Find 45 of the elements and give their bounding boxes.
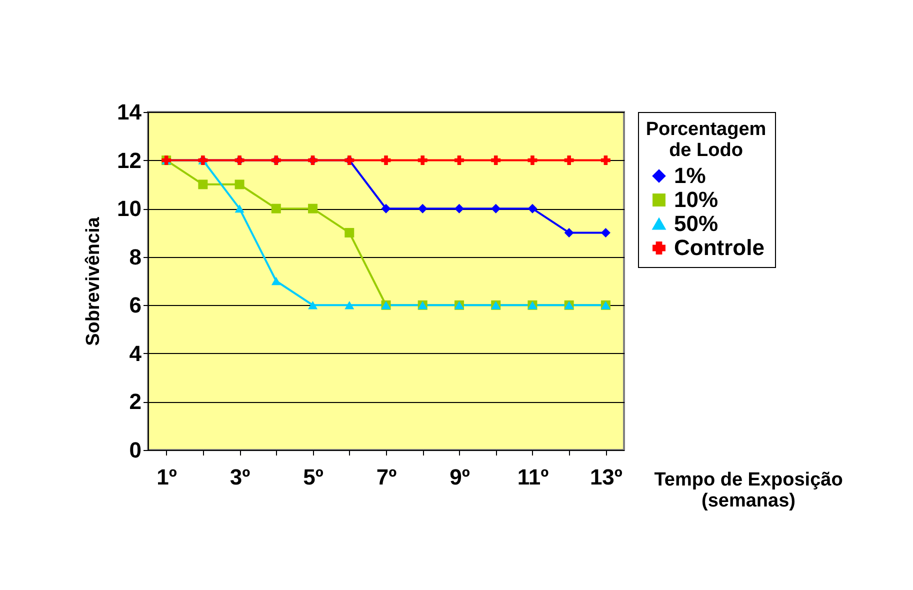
- x-tick-label: 1º: [156, 464, 177, 490]
- point: [528, 156, 538, 166]
- x-tick-label: 5º: [303, 464, 324, 490]
- y-tick-label: 0: [129, 438, 142, 462]
- point: [454, 204, 464, 214]
- point: [418, 204, 428, 214]
- legend-label: 50%: [674, 211, 718, 236]
- legend-label: 1%: [674, 163, 706, 188]
- y-tick-label: 6: [129, 292, 142, 318]
- y-axis-title: Sobrevivência: [83, 216, 104, 346]
- point: [454, 156, 464, 166]
- y-tick-label: 10: [117, 196, 142, 222]
- point: [271, 204, 281, 214]
- point: [600, 228, 610, 238]
- point: [271, 276, 281, 286]
- point: [234, 204, 244, 213]
- x-tick-label: 9º: [450, 464, 470, 490]
- point: [491, 156, 501, 166]
- y-tick-label: 4: [129, 340, 142, 366]
- y-tick-label: 2: [129, 389, 142, 414]
- y-tick-label: 8: [129, 244, 142, 270]
- point: [381, 156, 391, 166]
- x-tick-label: 11º: [517, 464, 549, 490]
- point: [491, 204, 501, 214]
- point: [564, 228, 574, 238]
- point: [308, 301, 318, 310]
- legend-label: 10%: [674, 187, 718, 212]
- y-tick-label: 14: [117, 100, 142, 124]
- point: [600, 156, 610, 166]
- point: [308, 204, 318, 214]
- x-axis-title: Tempo de Exposição (semanas): [654, 470, 843, 512]
- x-tick-label: 7º: [376, 464, 397, 490]
- legend-label: Controle: [674, 235, 764, 260]
- point: [234, 180, 244, 190]
- point: [418, 156, 428, 166]
- x-tick-label: 3º: [230, 464, 250, 490]
- legend-title: Porcentagem de Lodo: [646, 119, 766, 161]
- point: [198, 180, 208, 190]
- point: [528, 204, 538, 214]
- point: [381, 204, 391, 214]
- point: [344, 228, 354, 238]
- y-tick-label: 12: [117, 148, 142, 173]
- point: [344, 301, 354, 310]
- point: [564, 156, 574, 166]
- x-tick-label: 13º: [590, 464, 622, 490]
